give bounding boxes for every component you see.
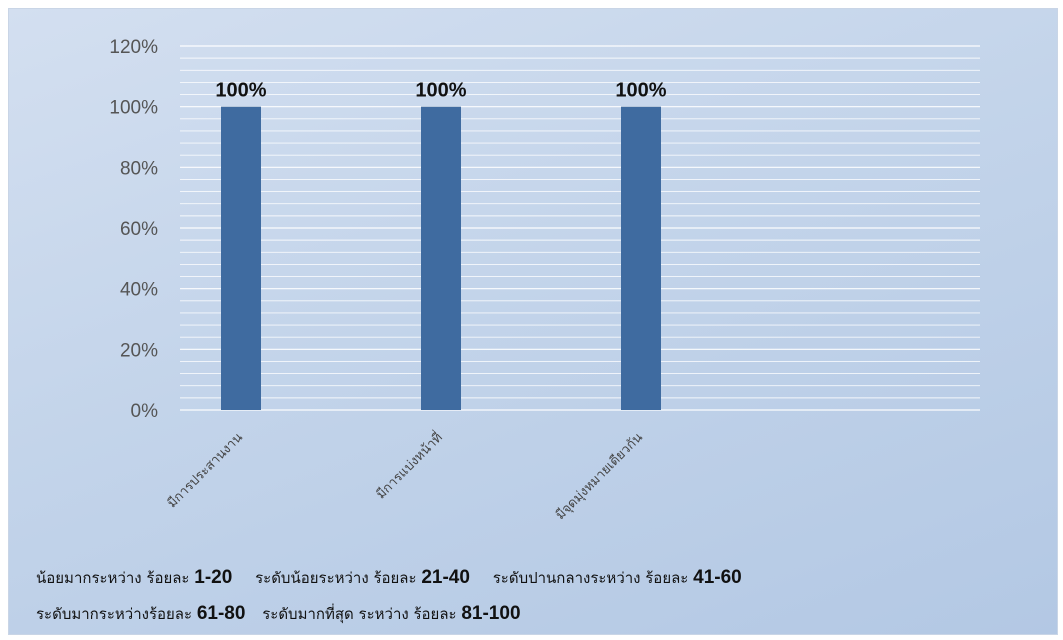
y-tick-label: 0% (131, 401, 159, 422)
bar (221, 106, 261, 411)
data-label: 100% (615, 80, 666, 102)
chart-panel (8, 8, 1058, 635)
data-label: 100% (415, 80, 466, 102)
bar-chart: 0% 20% 40% 60% 80% 100% 120% 100% มีการประสานงาน… (109, 37, 667, 523)
y-tick-label: 60% (120, 219, 158, 240)
legend-line-1: น้อยมากระหว่าง ร้อยละ 1-20 ระดับน้อยระหว… (36, 566, 760, 590)
bar (621, 106, 661, 411)
y-tick-label: 120% (109, 37, 158, 58)
category-label: มีจุดมุ่งหมายเดียวกัน (552, 429, 646, 523)
legend-line-2: ระดับมากระหว่างร้อยละ 61-80 ระดับมากที่ส… (36, 602, 533, 626)
legend-item-high: ระดับมากระหว่างร้อยละ 61-80 (36, 603, 246, 624)
category-label: มีการแบ่งหน้าที่ (372, 429, 446, 503)
y-tick-label: 80% (120, 158, 158, 179)
data-label: 100% (215, 80, 266, 102)
y-tick-label: 100% (109, 98, 158, 119)
category-label: มีการประสานงาน (164, 429, 246, 511)
y-tick-label: 40% (120, 280, 158, 301)
y-tick-label: 20% (120, 340, 158, 361)
legend-item-very-high: ระดับมากที่สุด ระหว่าง ร้อยละ 81-100 (262, 603, 521, 624)
legend-item-medium: ระดับปานกลางระหว่าง ร้อยละ 41-60 (492, 567, 742, 588)
legend-item-very-low: น้อยมากระหว่าง ร้อยละ 1-20 (36, 567, 233, 588)
legend-item-low: ระดับน้อยระหว่าง ร้อยละ 21-40 (255, 567, 470, 588)
bar (421, 106, 461, 411)
